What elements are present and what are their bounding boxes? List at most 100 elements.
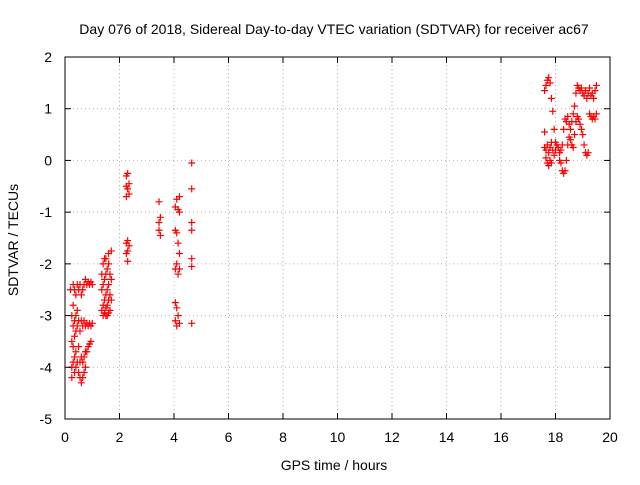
data-point — [545, 149, 553, 157]
data-point — [105, 260, 113, 268]
data-point — [75, 343, 83, 351]
data-point — [174, 270, 182, 278]
data-point — [155, 226, 163, 234]
data-point — [101, 275, 109, 283]
y-axis-label: SDTVAR / TECUs — [5, 184, 21, 296]
data-point — [576, 120, 584, 128]
data-point — [124, 169, 132, 177]
x-tick-label: 8 — [279, 429, 287, 445]
y-tick-label: -5 — [40, 411, 53, 427]
x-tick-label: 10 — [330, 429, 346, 445]
data-point — [188, 159, 196, 167]
data-point — [80, 353, 88, 361]
data-point — [173, 229, 181, 237]
data-point — [188, 319, 196, 327]
data-point — [569, 144, 577, 151]
data-point — [83, 348, 91, 356]
x-tick-label: 16 — [493, 429, 509, 445]
data-point — [550, 151, 558, 159]
data-point — [591, 87, 599, 95]
data-point — [77, 291, 85, 299]
data-point — [569, 110, 577, 118]
data-point — [175, 250, 183, 258]
data-point — [564, 112, 572, 120]
data-point — [68, 337, 76, 345]
data-point — [88, 281, 96, 289]
data-point — [592, 110, 600, 118]
data-point — [107, 275, 115, 283]
y-tick-label: -3 — [40, 308, 53, 324]
data-point — [175, 193, 183, 201]
data-point — [103, 301, 111, 309]
data-point — [591, 115, 599, 123]
data-point — [155, 198, 163, 206]
data-point — [156, 231, 164, 239]
data-point — [107, 296, 115, 304]
data-point — [81, 363, 89, 371]
x-axis-label: GPS time / hours — [281, 457, 388, 473]
y-tick-label: -2 — [40, 256, 53, 272]
data-point — [188, 226, 196, 234]
data-point — [586, 84, 594, 92]
data-point — [592, 81, 600, 89]
data-point — [579, 131, 587, 139]
data-point — [124, 237, 132, 245]
data-point — [69, 301, 77, 309]
data-point — [545, 74, 553, 82]
data-point — [560, 125, 568, 133]
data-point — [571, 102, 579, 110]
data-point — [73, 306, 81, 314]
data-point — [103, 265, 111, 273]
data-point — [175, 319, 183, 327]
data-point — [79, 374, 87, 382]
data-point — [175, 208, 183, 216]
x-tick-label: 2 — [116, 429, 124, 445]
data-point — [541, 128, 549, 136]
data-point — [173, 304, 181, 312]
data-point — [125, 180, 133, 188]
data-point — [188, 218, 196, 226]
data-point — [174, 312, 182, 320]
data-point — [547, 94, 555, 102]
data-point — [77, 379, 85, 387]
data-point — [561, 167, 569, 175]
data-point — [188, 262, 196, 270]
data-point — [171, 317, 179, 325]
data-point — [76, 327, 84, 335]
data-point — [124, 247, 132, 255]
data-point — [107, 247, 115, 255]
x-tick-label: 20 — [602, 429, 618, 445]
data-point — [155, 218, 163, 226]
data-point — [88, 319, 96, 327]
data-point — [566, 125, 574, 133]
x-tick-label: 14 — [439, 429, 455, 445]
data-point — [566, 136, 574, 144]
data-point — [72, 348, 80, 356]
data-point — [557, 159, 565, 167]
data-point — [71, 332, 79, 340]
data-point — [71, 353, 79, 361]
data-point — [87, 337, 95, 345]
chart-title: Day 076 of 2018, Sidereal Day-to-day VTE… — [79, 21, 589, 37]
data-point — [542, 154, 550, 162]
y-tick-label: 0 — [44, 152, 52, 168]
data-point — [156, 213, 164, 221]
data-point — [174, 239, 182, 247]
y-tick-label: 2 — [44, 49, 52, 65]
data-point — [562, 156, 570, 164]
data-point — [188, 185, 196, 193]
data-point — [79, 286, 87, 294]
data-point — [575, 115, 583, 123]
y-tick-label: -1 — [40, 204, 53, 220]
x-tick-label: 4 — [170, 429, 178, 445]
data-point — [72, 363, 80, 371]
data-point — [557, 146, 565, 154]
x-tick-label: 18 — [548, 429, 564, 445]
data-points — [66, 74, 600, 387]
data-point — [549, 107, 557, 115]
y-tick-label: -4 — [40, 359, 53, 375]
data-point — [584, 149, 592, 157]
